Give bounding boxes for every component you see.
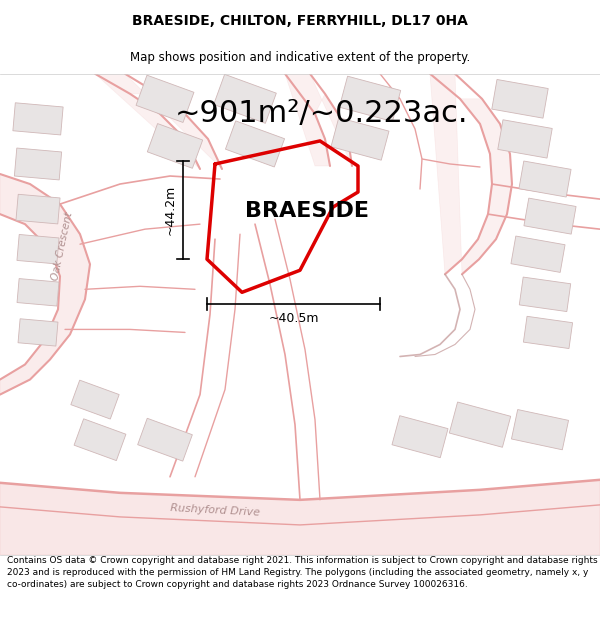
Polygon shape <box>511 409 569 450</box>
Text: Map shows position and indicative extent of the property.: Map shows position and indicative extent… <box>130 51 470 64</box>
Polygon shape <box>498 120 552 158</box>
Polygon shape <box>511 236 565 272</box>
Polygon shape <box>492 79 548 118</box>
Polygon shape <box>449 402 511 448</box>
Text: ~901m²/~0.223ac.: ~901m²/~0.223ac. <box>175 99 469 128</box>
Polygon shape <box>16 194 60 224</box>
Polygon shape <box>71 380 119 419</box>
Polygon shape <box>137 418 193 461</box>
Polygon shape <box>95 74 222 169</box>
Polygon shape <box>136 75 194 122</box>
Text: ~44.2m: ~44.2m <box>164 185 177 235</box>
Polygon shape <box>331 118 389 160</box>
Polygon shape <box>214 74 277 123</box>
Text: Contains OS data © Crown copyright and database right 2021. This information is : Contains OS data © Crown copyright and d… <box>7 556 598 589</box>
Polygon shape <box>14 148 62 180</box>
Polygon shape <box>285 74 352 166</box>
Polygon shape <box>18 319 58 346</box>
Polygon shape <box>519 161 571 197</box>
Polygon shape <box>392 416 448 457</box>
Polygon shape <box>17 234 59 264</box>
Text: BRAESIDE: BRAESIDE <box>245 201 368 221</box>
Text: ~40.5m: ~40.5m <box>268 312 319 326</box>
Polygon shape <box>13 102 63 135</box>
Polygon shape <box>17 279 59 306</box>
Text: Rushyford Drive: Rushyford Drive <box>170 503 260 518</box>
Polygon shape <box>0 480 600 555</box>
Polygon shape <box>523 316 572 349</box>
Polygon shape <box>74 419 126 461</box>
Text: Oak Crescent: Oak Crescent <box>50 211 74 281</box>
Polygon shape <box>519 277 571 312</box>
Text: BRAESIDE, CHILTON, FERRYHILL, DL17 0HA: BRAESIDE, CHILTON, FERRYHILL, DL17 0HA <box>132 14 468 28</box>
Polygon shape <box>148 124 203 168</box>
Polygon shape <box>524 198 576 234</box>
Polygon shape <box>0 174 90 394</box>
Polygon shape <box>339 76 401 121</box>
Polygon shape <box>430 74 512 274</box>
Polygon shape <box>226 121 284 167</box>
